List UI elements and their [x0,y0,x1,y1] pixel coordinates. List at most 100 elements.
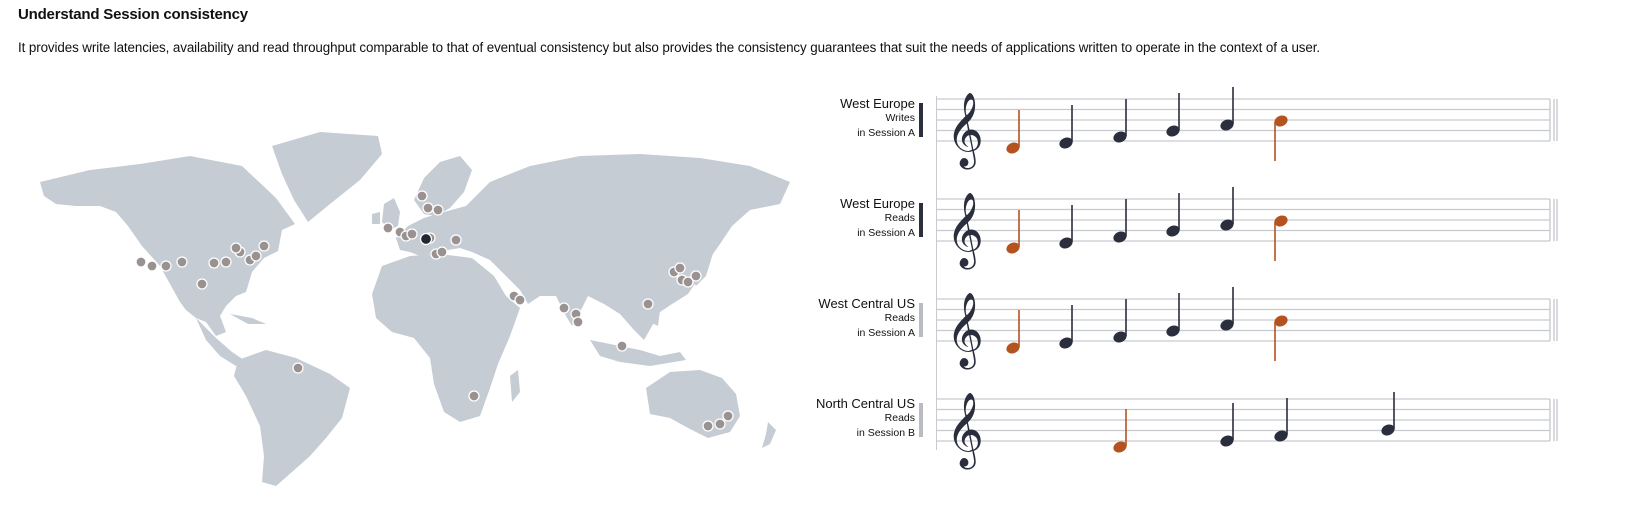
region-dot[interactable] [416,190,428,202]
session-indicator-bar [919,103,923,137]
world-map [40,132,790,486]
landmass-north-america [40,156,295,336]
lane-region: West Europe [840,196,915,211]
region-dot[interactable] [682,276,694,288]
lane-region: West Central US [818,296,915,311]
region-dot[interactable] [196,278,208,290]
lane-operation: Reads [884,412,915,424]
treble-clef-icon: 𝄞 [946,393,984,470]
region-dot[interactable] [450,234,462,246]
region-dot[interactable] [714,418,726,430]
landmass-ireland [372,212,380,224]
region-dot[interactable] [468,390,480,402]
region-dot[interactable] [616,340,628,352]
quarter-note-icon [1113,99,1127,143]
region-dot[interactable] [702,420,714,432]
quarter-note-icon [1113,199,1127,243]
treble-clef-icon: 𝄞 [946,93,984,170]
quarter-note-icon [1274,398,1288,442]
region-dot[interactable] [250,250,262,262]
quarter-note-icon [1274,115,1288,161]
lane-session: in Session A [857,327,915,339]
lane-session: in Session B [856,427,915,439]
staff-lane: 𝄞 [919,392,1558,470]
quarter-note-icon [1166,293,1180,337]
region-dot[interactable] [208,257,220,269]
region-dot[interactable] [514,294,526,306]
region-dot[interactable] [230,242,242,254]
region-dot[interactable] [436,246,448,258]
session-indicator-bar [919,303,923,337]
quarter-note-icon [1059,305,1073,349]
landmass-greenland [272,132,382,222]
quarter-note-icon [1381,392,1395,436]
landmass-scandinavia [414,156,472,216]
region-dot[interactable] [382,222,394,234]
landmass-madagascar [510,370,520,402]
landmass-philippines [650,306,660,326]
landmass-eurasia [396,154,790,340]
region-dot[interactable] [690,270,702,282]
quarter-note-icon [1113,299,1127,343]
region-dot[interactable] [176,256,188,268]
region-dot[interactable] [572,316,584,328]
quarter-note-icon [1113,409,1127,453]
quarter-note-icon [1059,105,1073,149]
lane-session: in Session A [857,227,915,239]
landmass-south-america [234,350,350,486]
quarter-note-icon [1166,193,1180,237]
region-dot-west-europe[interactable] [419,232,433,246]
landmass-africa [372,254,520,422]
landmass-caribbean [230,314,266,324]
lane-label-3: West Central US Reads in Session A [625,296,915,341]
staff-lane: 𝄞 [919,87,1558,170]
lane-label-1: West Europe Writes in Session A [625,96,915,141]
quarter-note-icon [1220,403,1234,447]
continents [40,132,790,486]
staff-lane: 𝄞 [919,187,1558,270]
region-dot[interactable] [432,204,444,216]
treble-clef-icon: 𝄞 [946,293,984,370]
landmass-uk [382,198,400,230]
lane-region: North Central US [816,396,915,411]
region-dot[interactable] [135,256,147,268]
region-dot[interactable] [292,362,304,374]
region-dot[interactable] [258,240,270,252]
lane-label-4: North Central US Reads in Session B [625,396,915,441]
region-dot[interactable] [722,410,734,422]
lane-operation: Writes [885,112,915,124]
lane-operation: Reads [884,212,915,224]
landmass-new-zealand [762,422,776,448]
quarter-note-icon [1220,87,1234,131]
region-dot[interactable] [220,256,232,268]
lane-label-2: West Europe Reads in Session A [625,196,915,241]
quarter-note-icon [1166,93,1180,137]
lane-session: in Session A [857,127,915,139]
lane-region: West Europe [840,96,915,111]
lane-operation: Reads [884,312,915,324]
region-dot[interactable] [160,260,172,272]
quarter-note-icon [1059,205,1073,249]
quarter-note-icon [1006,110,1020,154]
treble-clef-icon: 𝄞 [946,193,984,270]
region-dot[interactable] [406,228,418,240]
staff-lane: 𝄞 [919,287,1558,370]
region-dot[interactable] [642,298,654,310]
page-description: It provides write latencies, availabilit… [18,40,1320,55]
region-dot[interactable] [422,202,434,214]
quarter-note-icon [1220,287,1234,331]
region-markers [135,190,734,432]
quarter-note-icon [1274,315,1288,361]
quarter-note-icon [1006,310,1020,354]
region-dot[interactable] [674,262,686,274]
landmass-indonesia [590,340,686,366]
quarter-note-icon [1220,187,1234,231]
quarter-note-icon [1006,210,1020,254]
quarter-note-icon [1274,215,1288,261]
landmass-central-america [196,318,244,366]
region-dot[interactable] [146,260,158,272]
region-dot[interactable] [558,302,570,314]
session-indicator-bar [919,203,923,237]
session-indicator-bar [919,403,923,437]
page-title: Understand Session consistency [18,6,248,23]
